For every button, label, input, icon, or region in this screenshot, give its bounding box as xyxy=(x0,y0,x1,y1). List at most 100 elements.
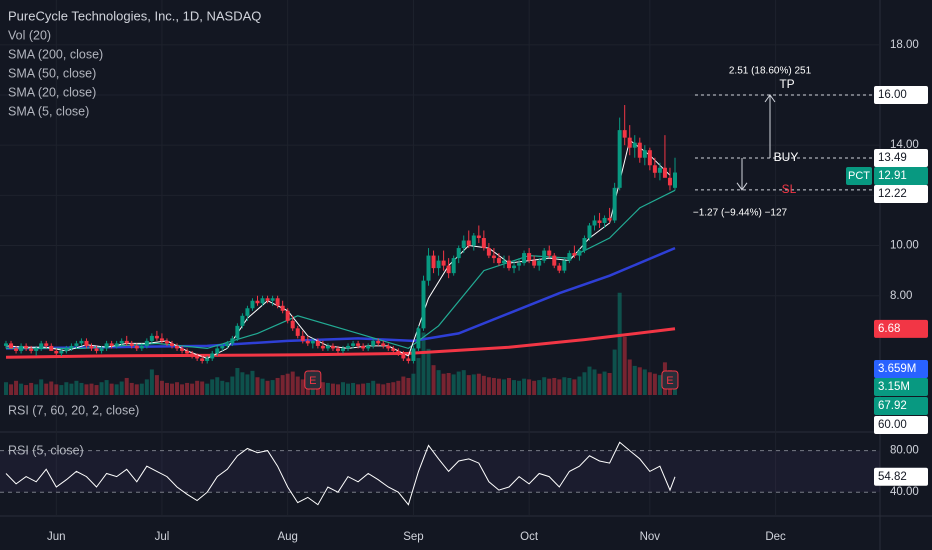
candle-body xyxy=(391,348,396,351)
volume-bar xyxy=(657,375,662,395)
volume-bar xyxy=(436,370,441,395)
volume-bar xyxy=(59,385,64,395)
volume-bar xyxy=(371,380,376,395)
y-tick-label: 14.00 xyxy=(890,139,919,151)
volume-bar xyxy=(391,382,396,395)
volume-bar xyxy=(169,383,174,395)
candle-body xyxy=(200,358,205,361)
event-icon xyxy=(661,370,679,390)
candle-body xyxy=(607,217,612,221)
volume-bar xyxy=(175,382,180,395)
volume-bar xyxy=(451,374,456,395)
volume-bar xyxy=(164,382,169,395)
candle-body xyxy=(79,340,84,344)
candle-body xyxy=(34,348,39,351)
candle-body xyxy=(507,260,511,269)
candle-body xyxy=(195,355,200,359)
volume-bar xyxy=(572,379,577,395)
volume-bar xyxy=(114,384,119,395)
volume-bar xyxy=(250,370,255,395)
candle-body xyxy=(582,238,587,251)
candle-body xyxy=(129,343,134,346)
volume-bar xyxy=(44,383,49,395)
candle-body xyxy=(119,340,124,344)
event-icon xyxy=(304,370,322,390)
candle-body xyxy=(567,253,572,261)
candle-body xyxy=(446,265,451,274)
candle-body xyxy=(305,340,310,344)
candle-body xyxy=(44,343,49,346)
position-label: BUY xyxy=(774,150,799,164)
indicator-title: RSI (5, close) xyxy=(8,443,84,457)
volume-bar xyxy=(527,379,532,395)
candle-body xyxy=(124,340,129,344)
target-arrow xyxy=(764,94,776,158)
candle-body xyxy=(255,300,260,304)
candle-body xyxy=(114,343,119,346)
volume-bar xyxy=(54,384,59,395)
volume-bar xyxy=(270,380,275,395)
candle-body xyxy=(295,328,300,336)
volume-bar xyxy=(159,380,164,395)
volume-bar xyxy=(517,380,522,395)
candle-body xyxy=(436,260,441,269)
candle-body xyxy=(14,348,19,351)
candle-body xyxy=(59,350,64,354)
candle-body xyxy=(376,340,381,344)
volume-bar xyxy=(461,370,466,395)
price-badge xyxy=(874,184,928,203)
price-badge-label: 3.15M xyxy=(878,381,910,393)
candle-body xyxy=(496,258,501,264)
candle-body xyxy=(366,345,371,349)
price-badge-label: 12.91 xyxy=(878,170,907,182)
x-tick-label: Oct xyxy=(520,531,539,543)
volume-bar xyxy=(320,382,325,395)
volume-bar xyxy=(34,384,39,395)
candle-body xyxy=(24,345,29,349)
candle-body xyxy=(356,343,361,346)
symbol-tag-label: PCT xyxy=(848,170,870,182)
candle-body xyxy=(235,325,240,339)
volume-bar xyxy=(210,379,215,395)
volume-bar xyxy=(557,379,562,395)
x-tick-label: Dec xyxy=(765,531,786,543)
candle-body xyxy=(441,260,446,266)
volume-bar xyxy=(426,348,431,395)
candle-body xyxy=(597,220,602,223)
y-tick-label: 18.00 xyxy=(890,39,919,51)
price-badge xyxy=(874,148,928,167)
candle-body xyxy=(381,343,386,346)
price-badge-label: 60.00 xyxy=(878,419,907,431)
candle-body xyxy=(592,220,597,226)
volume-bar xyxy=(431,365,436,395)
candle-body xyxy=(94,348,99,351)
volume-bar xyxy=(255,377,260,395)
candle-body xyxy=(164,340,169,344)
volume-bar xyxy=(285,373,290,395)
candle-body xyxy=(406,358,411,361)
candle-body xyxy=(602,217,607,223)
volume-bar xyxy=(9,384,14,395)
price-badge xyxy=(874,378,928,397)
candle-body xyxy=(426,255,431,281)
candle-body xyxy=(4,343,8,346)
candle-body xyxy=(622,130,627,138)
volume-bar xyxy=(185,382,190,395)
price-badge xyxy=(874,86,928,105)
volume-bar xyxy=(149,369,154,395)
candle-body xyxy=(632,142,637,148)
volume-bar xyxy=(486,377,491,395)
candle-body xyxy=(210,353,215,359)
candle-body xyxy=(74,343,79,346)
volume-bar xyxy=(602,371,607,395)
volume-bar xyxy=(4,382,8,395)
price-badge xyxy=(874,166,928,185)
volume-bar xyxy=(89,383,94,395)
legend-item: SMA (50, close) xyxy=(8,66,96,80)
candle-body xyxy=(84,340,89,346)
volume-bar xyxy=(617,292,622,395)
candle-body xyxy=(486,248,491,256)
volume-bar xyxy=(14,380,19,395)
volume-bar xyxy=(532,380,537,395)
